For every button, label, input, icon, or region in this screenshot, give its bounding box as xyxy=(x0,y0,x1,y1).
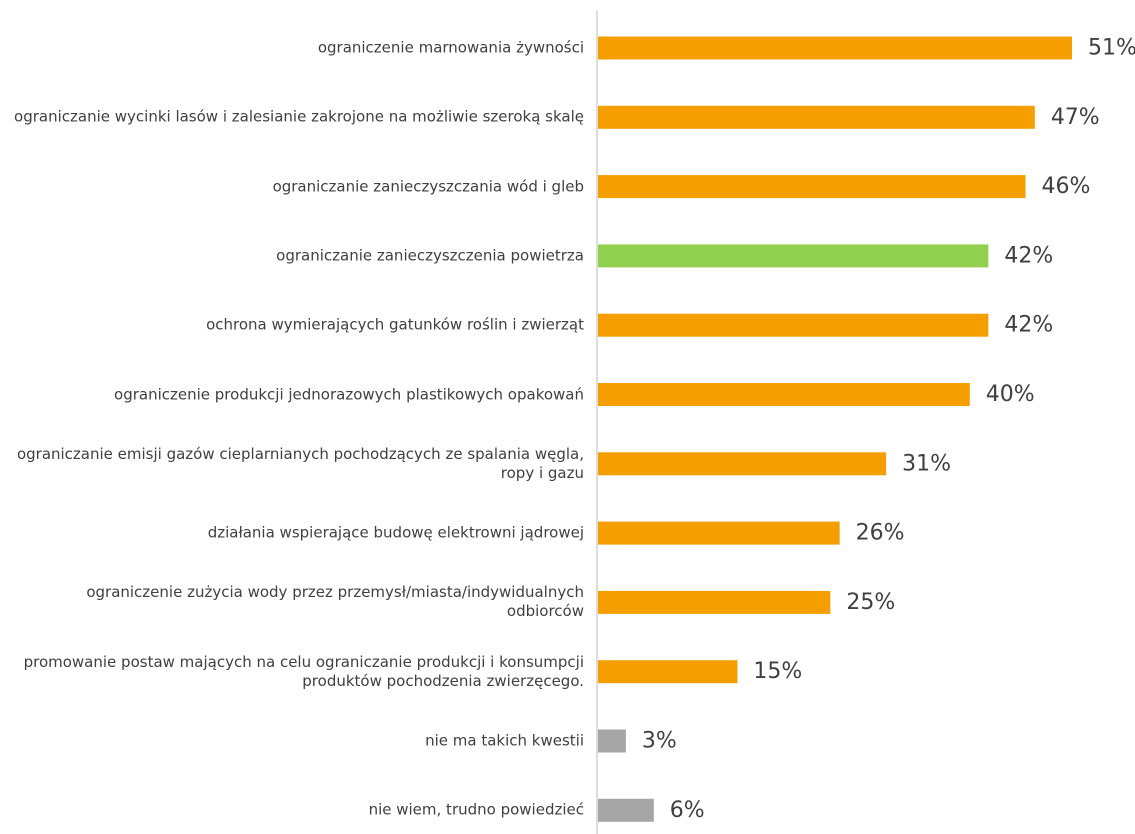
category-label: ograniczenie produkcji jednorazowych pla… xyxy=(114,385,584,403)
category-label: ograniczenie zużycia wody przez przemysł… xyxy=(86,583,584,621)
bar xyxy=(598,313,989,337)
category-label: ograniczanie emisji gazów cieplarnianych… xyxy=(16,444,584,482)
data-label: 26% xyxy=(856,521,905,546)
bar xyxy=(598,452,887,476)
data-label: 42% xyxy=(1004,243,1053,268)
category-label: działania wspierające budowę elektrowni … xyxy=(207,523,584,542)
data-label: 51% xyxy=(1088,36,1135,61)
bar xyxy=(598,798,654,822)
data-label: 46% xyxy=(1042,174,1091,199)
category-label: nie ma takich kwestii xyxy=(425,731,584,750)
bar xyxy=(598,521,840,545)
bar xyxy=(598,244,989,268)
bar xyxy=(598,175,1026,199)
category-label: ograniczenie marnowania żywności xyxy=(317,38,584,57)
bar xyxy=(598,383,970,406)
bar xyxy=(598,729,626,753)
bar xyxy=(598,590,831,614)
data-label: 25% xyxy=(846,590,895,615)
data-label: 42% xyxy=(1004,313,1053,338)
bar xyxy=(598,105,1035,129)
category-label: ograniczanie zanieczyszczania wód i gleb xyxy=(272,177,584,196)
category-label: ochrona wymierających gatunków roślin i … xyxy=(206,315,584,334)
data-label: 6% xyxy=(670,798,705,823)
data-label: 31% xyxy=(902,451,951,476)
bar xyxy=(598,660,738,684)
data-label: 15% xyxy=(753,659,802,684)
category-label: promowanie postaw mających na celu ogran… xyxy=(23,652,584,690)
bar xyxy=(598,36,1072,60)
category-label: ograniczanie zanieczyszczenia powietrza xyxy=(276,246,584,265)
data-label: 40% xyxy=(986,382,1035,407)
data-label: 3% xyxy=(642,729,677,754)
data-label: 47% xyxy=(1051,105,1100,130)
category-label: nie wiem, trudno powiedzieć xyxy=(368,800,584,819)
category-label: ograniczanie wycinki lasów i zalesianie … xyxy=(14,107,584,126)
